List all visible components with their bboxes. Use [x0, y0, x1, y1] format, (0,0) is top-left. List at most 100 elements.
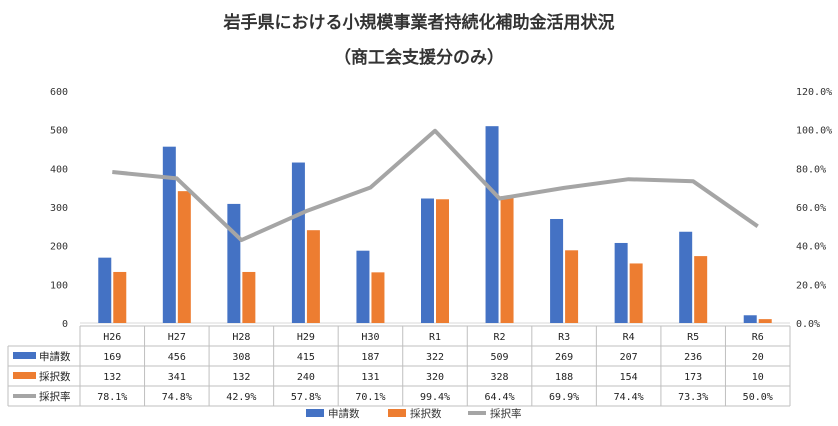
bar-saitaku [371, 272, 385, 323]
table-cell: 322 [426, 352, 444, 363]
table-cell: 74.8% [162, 392, 192, 403]
bar-saitaku [758, 319, 772, 323]
table-cell: 236 [684, 352, 702, 363]
table-cell: 154 [620, 372, 638, 383]
bar-shinsei [227, 203, 241, 323]
bar-saitaku [436, 199, 449, 323]
left-axis-tick-label: 100 [50, 280, 68, 291]
table-cell: 10 [752, 372, 764, 383]
bar-shinsei [485, 126, 499, 323]
x-axis-category-label: R6 [752, 332, 764, 343]
table-cell: 50.0% [743, 392, 773, 403]
table-cell: 73.3% [678, 392, 708, 403]
right-axis-tick-label: 120.0% [796, 87, 832, 98]
left-axis-tick-label: 0 [62, 319, 68, 330]
x-axis-category-label: R2 [494, 332, 506, 343]
table-cell: 173 [684, 372, 702, 383]
table-cell: 57.8% [291, 392, 321, 403]
bar-shinsei [98, 257, 112, 323]
bar-saitaku [113, 271, 127, 323]
right-axis-tick-label: 60.0% [796, 203, 826, 214]
table-cell: 415 [297, 352, 315, 363]
left-axis-tick-label: 300 [50, 203, 68, 214]
table-cell: 78.1% [97, 392, 127, 403]
table-cell: 320 [426, 372, 444, 383]
x-axis-category-label: H26 [103, 332, 121, 343]
bar-saitaku [500, 196, 514, 323]
left-axis-tick-label: 500 [50, 126, 68, 137]
x-axis-category-label: H30 [361, 332, 379, 343]
table-cell: 169 [103, 352, 121, 363]
bar-shinsei [550, 218, 564, 323]
bar-shinsei [614, 242, 628, 323]
line-series [112, 128, 759, 243]
legend-label: 採択数 [410, 407, 442, 420]
x-axis-category-label: R1 [429, 332, 441, 343]
table-cell: 341 [168, 372, 186, 383]
table-cell: 42.9% [226, 392, 256, 403]
table-cell: 99.4% [420, 392, 450, 403]
bar-shinsei [162, 146, 176, 323]
bar-saitaku [177, 191, 191, 323]
bar-shinsei [743, 315, 757, 323]
table-cell: 20 [752, 352, 764, 363]
bar-series [80, 126, 790, 324]
table-legend-key [13, 372, 36, 379]
table-row-label: 申請数 [39, 350, 71, 363]
bar-shinsei [421, 198, 434, 323]
table-cell: 207 [620, 352, 638, 363]
table-cell: 132 [103, 372, 121, 383]
x-axis-category-label: R5 [687, 332, 699, 343]
legend-label: 採択率 [490, 407, 522, 420]
table-cell: 132 [232, 372, 250, 383]
rate-line [112, 128, 759, 243]
table-cell: 74.4% [614, 392, 644, 403]
table-cell: 308 [232, 352, 250, 363]
bar-shinsei [679, 231, 693, 323]
table-row-label: 採択数 [39, 370, 71, 383]
bar-shinsei [356, 250, 370, 323]
legend-label: 申請数 [328, 407, 360, 420]
x-axis-category-label: H28 [232, 332, 250, 343]
bar-saitaku [565, 250, 579, 323]
right-y-axis: 0.0% 20.0% 40.0% 60.0% 80.0% 100.0% 120.0% [796, 87, 832, 330]
table-cell: 187 [361, 352, 379, 363]
bar-saitaku [306, 230, 320, 323]
x-axis-category-label: R3 [558, 332, 570, 343]
chart-subtitle: （商工会支援分のみ） [334, 47, 504, 68]
x-axis-category-label: H27 [168, 332, 186, 343]
table-cell: 131 [361, 372, 379, 383]
table-row-label: 採択率 [39, 390, 71, 403]
table-legend-key [13, 352, 36, 359]
bar-saitaku [629, 263, 643, 323]
bar-saitaku [694, 256, 708, 323]
table-cell: 240 [297, 372, 315, 383]
bar-saitaku [242, 271, 256, 323]
right-axis-tick-label: 0.0% [796, 319, 820, 330]
left-axis-tick-label: 400 [50, 164, 68, 175]
left-y-axis: 0 100 200 300 400 500 600 [50, 87, 68, 330]
table-cell: 188 [555, 372, 573, 383]
right-axis-tick-label: 20.0% [796, 280, 826, 291]
chart-title: 岩手県における小規模事業者持続化補助金活用状況 [223, 12, 615, 33]
left-axis-tick-label: 600 [50, 87, 68, 98]
right-axis-tick-label: 80.0% [796, 164, 826, 175]
right-axis-tick-label: 40.0% [796, 242, 826, 253]
bar-shinsei [291, 162, 305, 323]
table-cell: 69.9% [549, 392, 579, 403]
legend-key [388, 409, 406, 417]
right-axis-tick-label: 100.0% [796, 126, 832, 137]
x-axis-category-label: R4 [623, 332, 635, 343]
legend: 申請数 採択数 採択率 [306, 407, 522, 420]
table-cell: 64.4% [484, 392, 514, 403]
data-table: H26 H27 H28 H29 H30 R1 R2 R3 R4 R5 R6 申請数 169 456 308 4… [7, 325, 791, 407]
left-axis-tick-label: 200 [50, 242, 68, 253]
table-cell: 269 [555, 352, 573, 363]
table-cell: 70.1% [355, 392, 385, 403]
table-cell: 509 [491, 352, 509, 363]
table-cell: 456 [168, 352, 186, 363]
legend-key [306, 409, 324, 417]
x-axis-category-label: H29 [297, 332, 315, 343]
table-cell: 328 [491, 372, 509, 383]
